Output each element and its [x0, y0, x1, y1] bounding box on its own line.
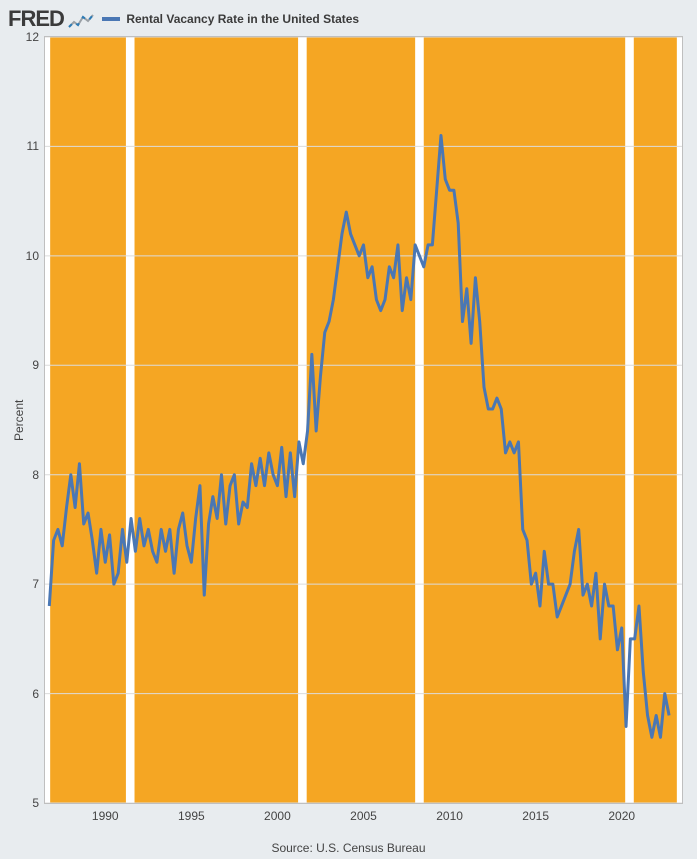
- y-tick-label: 11: [27, 139, 45, 153]
- legend: Rental Vacancy Rate in the United States: [102, 12, 359, 26]
- legend-swatch: [102, 17, 120, 21]
- y-tick-label: 5: [32, 796, 45, 810]
- y-tick-label: 12: [26, 30, 45, 44]
- y-tick-label: 8: [32, 468, 45, 482]
- x-tick-label: 2005: [350, 803, 377, 823]
- chart-footer: Source: U.S. Census Bureau: [0, 841, 697, 855]
- x-tick-label: 2020: [608, 803, 635, 823]
- fred-logo: FRED: [8, 6, 94, 32]
- x-tick-label: 2000: [264, 803, 291, 823]
- chart-svg: [45, 37, 682, 803]
- y-tick-label: 7: [32, 577, 45, 591]
- chart-header: FRED Rental Vacancy Rate in the United S…: [0, 0, 697, 36]
- x-tick-label: 2010: [436, 803, 463, 823]
- x-tick-label: 1995: [178, 803, 205, 823]
- x-tick-label: 1990: [92, 803, 119, 823]
- figure-container: FRED Rental Vacancy Rate in the United S…: [0, 0, 697, 859]
- y-tick-label: 9: [32, 358, 45, 372]
- y-tick-label: 6: [32, 687, 45, 701]
- y-tick-label: 10: [26, 249, 45, 263]
- plot-area: 567891011121990199520002005201020152020: [44, 36, 683, 804]
- legend-label: Rental Vacancy Rate in the United States: [126, 12, 359, 26]
- x-tick-label: 2015: [522, 803, 549, 823]
- source-text: Source: U.S. Census Bureau: [271, 841, 425, 855]
- fred-logo-icon: [68, 13, 94, 31]
- fred-logo-text: FRED: [8, 6, 64, 31]
- y-axis-label: Percent: [12, 400, 26, 441]
